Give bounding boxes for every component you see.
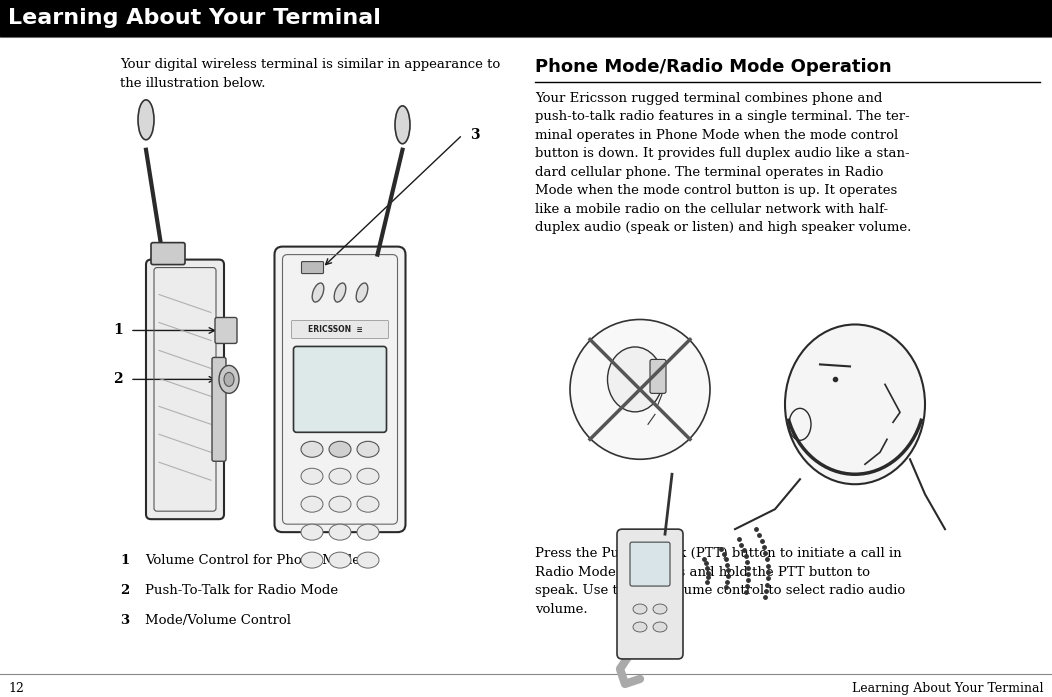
FancyBboxPatch shape <box>618 529 683 659</box>
Text: 1: 1 <box>114 323 123 337</box>
Ellipse shape <box>633 622 647 632</box>
Text: Press the Push-To-Talk (PTT) button to initiate a call in
Radio Mode and press a: Press the Push-To-Talk (PTT) button to i… <box>535 547 906 615</box>
Text: 2: 2 <box>114 372 123 386</box>
Text: Push-To-Talk for Radio Mode: Push-To-Talk for Radio Mode <box>145 584 338 597</box>
Ellipse shape <box>789 408 811 441</box>
Ellipse shape <box>785 325 925 484</box>
Ellipse shape <box>329 441 351 457</box>
Ellipse shape <box>329 496 351 512</box>
Ellipse shape <box>357 468 379 484</box>
Text: Volume Control for Phone Mode: Volume Control for Phone Mode <box>145 554 360 567</box>
Text: Your digital wireless terminal is similar in appearance to
the illustration belo: Your digital wireless terminal is simila… <box>120 58 501 90</box>
Ellipse shape <box>301 441 323 457</box>
Ellipse shape <box>653 622 667 632</box>
FancyBboxPatch shape <box>213 358 226 461</box>
FancyBboxPatch shape <box>650 360 666 393</box>
FancyBboxPatch shape <box>291 321 388 339</box>
Ellipse shape <box>335 283 346 302</box>
Text: 2: 2 <box>120 584 129 597</box>
FancyBboxPatch shape <box>302 261 324 273</box>
Ellipse shape <box>357 283 368 302</box>
Ellipse shape <box>653 604 667 614</box>
Ellipse shape <box>138 100 154 140</box>
Ellipse shape <box>329 524 351 540</box>
FancyBboxPatch shape <box>630 542 670 586</box>
Ellipse shape <box>357 441 379 457</box>
Ellipse shape <box>357 524 379 540</box>
Ellipse shape <box>633 604 647 614</box>
Text: 3: 3 <box>120 614 129 627</box>
Ellipse shape <box>329 468 351 484</box>
Ellipse shape <box>357 552 379 568</box>
Text: Mode/Volume Control: Mode/Volume Control <box>145 614 291 627</box>
Text: 3: 3 <box>470 128 480 141</box>
Ellipse shape <box>301 552 323 568</box>
FancyBboxPatch shape <box>215 318 237 344</box>
Ellipse shape <box>312 283 324 302</box>
Ellipse shape <box>394 106 410 144</box>
Ellipse shape <box>301 496 323 512</box>
Text: Phone Mode/Radio Mode Operation: Phone Mode/Radio Mode Operation <box>535 58 892 76</box>
Text: Learning About Your Terminal: Learning About Your Terminal <box>8 8 381 28</box>
Text: Learning About Your Terminal: Learning About Your Terminal <box>852 682 1044 696</box>
Text: 12: 12 <box>8 682 24 696</box>
Circle shape <box>570 319 710 459</box>
Ellipse shape <box>301 468 323 484</box>
Ellipse shape <box>219 365 239 393</box>
Ellipse shape <box>329 552 351 568</box>
Ellipse shape <box>607 347 663 412</box>
Ellipse shape <box>301 524 323 540</box>
Ellipse shape <box>224 372 234 386</box>
FancyBboxPatch shape <box>294 346 386 432</box>
FancyBboxPatch shape <box>151 243 185 265</box>
Ellipse shape <box>357 496 379 512</box>
FancyBboxPatch shape <box>275 247 405 532</box>
Bar <box>0 0 1052 36</box>
FancyBboxPatch shape <box>146 259 224 519</box>
Text: ERICSSON  ≡: ERICSSON ≡ <box>307 325 362 334</box>
Text: 1: 1 <box>120 554 129 567</box>
Text: Your Ericsson rugged terminal combines phone and
push-to-talk radio features in : Your Ericsson rugged terminal combines p… <box>535 92 911 234</box>
